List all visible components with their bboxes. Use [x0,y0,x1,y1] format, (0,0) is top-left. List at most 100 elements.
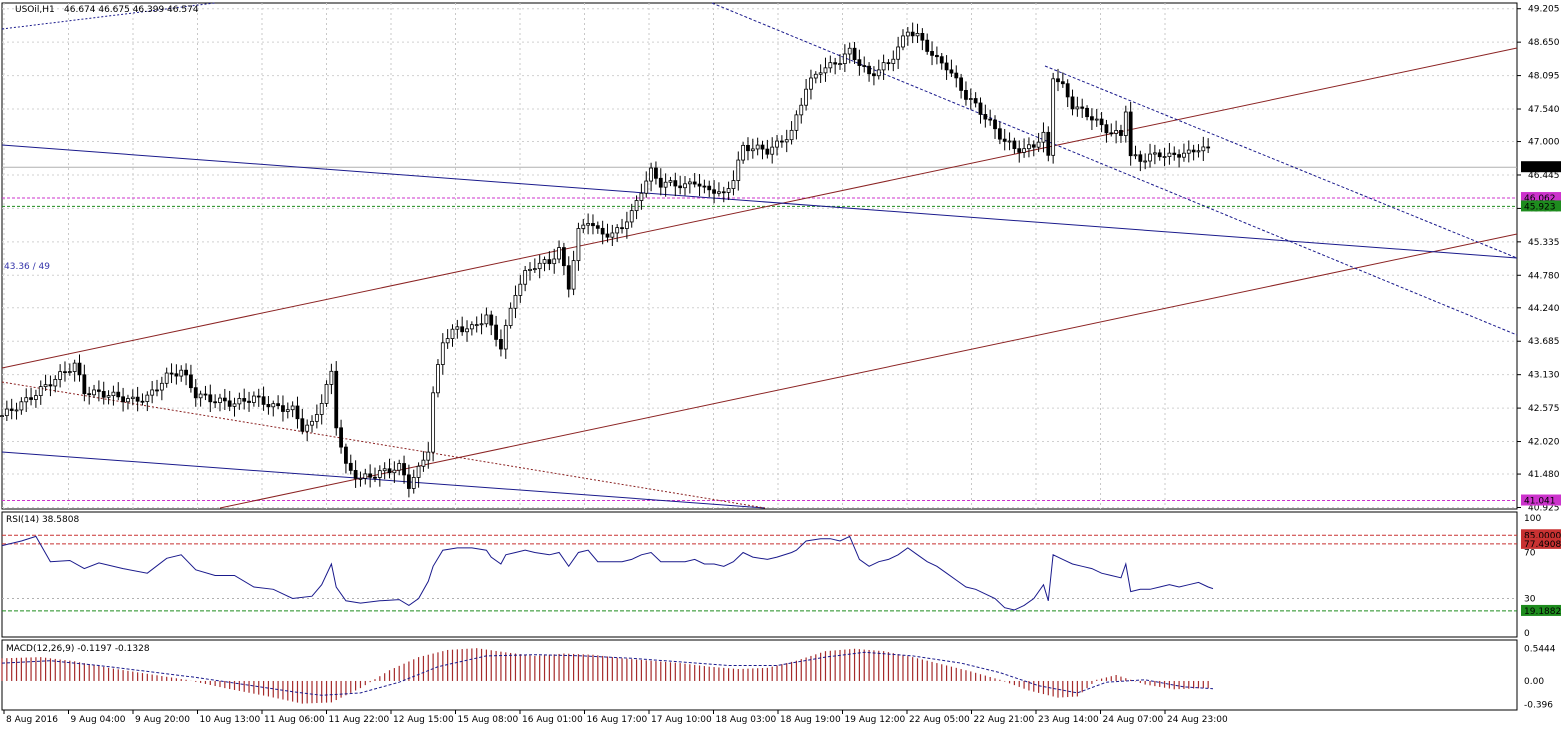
candle-body [1060,81,1065,85]
candle-body [1070,96,1075,110]
candle-body [344,446,348,464]
rsi-level-label: 19.1882 [1524,607,1561,617]
x-tick-label: 9 Aug 04:00 [71,715,126,725]
candle-body [1148,153,1152,162]
rsi-level-label: 85.0000 [1524,531,1561,541]
y-tick-label: 42.575 [1528,404,1560,414]
candle-body [978,102,983,115]
candle-body [387,468,392,474]
candle-body [1007,140,1012,143]
candle-body [678,185,683,189]
x-tick-label: 11 Aug 22:00 [329,715,390,725]
candle-body [673,180,678,187]
candle-body [867,65,871,75]
candle-body [256,395,261,398]
candle-body [184,369,188,376]
rsi-tick-label: 30 [1524,595,1536,605]
candle-body [842,53,847,65]
candle-body [702,185,707,188]
candle-body [1196,150,1201,153]
macd-series [1,648,1214,704]
candle-body [116,391,121,398]
candle-body [1128,111,1133,157]
candle-body [431,392,436,453]
candle-body [794,114,799,131]
price-marker-box [1521,494,1561,506]
candle-body [266,403,271,408]
price-panel-frame [1,2,1518,510]
candle-body [828,62,833,69]
candle-body [557,247,561,260]
candle-body [251,395,256,403]
candle-body [1041,131,1046,143]
candle-body [954,72,959,79]
candle-body [58,371,63,380]
candle-body [29,397,33,400]
candle-body [838,63,842,66]
candle-body [1201,146,1206,152]
candle-body [741,144,746,161]
candle-body [683,183,687,189]
candle-body [1022,148,1026,153]
candle-body [600,227,605,235]
candle-body [92,389,96,396]
candle-body [43,384,48,388]
candle-body [377,470,382,478]
candle-body [232,403,237,407]
candle-body [818,72,823,75]
candle-body [983,114,988,120]
candle-body [1172,152,1177,155]
x-tick-label: 16 Aug 01:00 [522,715,583,725]
x-tick-label: 11 Aug 06:00 [264,715,325,725]
candle-body [334,370,339,429]
x-tick-label: 23 Aug 14:00 [1038,715,1099,725]
candle-body [159,382,164,391]
macd-label: MACD(12,26,9) -0.1197 -0.1328 [6,644,150,654]
macd-tick-label: 0.5444 [1524,645,1556,655]
y-tick-label: 41.480 [1528,470,1560,480]
candle-body [1133,154,1138,157]
macd-panel-frame [1,639,1518,711]
candle-body [746,144,750,152]
candle-body [314,414,319,422]
candle-body [479,323,484,326]
candle-body [775,140,779,148]
candle-body [503,325,508,350]
y-tick-label: 44.240 [1528,304,1560,314]
candle-body [915,32,920,37]
candle-body [857,59,862,66]
candle-body [203,393,208,396]
x-tick-label: 9 Aug 20:00 [135,715,190,725]
candle-body [944,62,949,71]
candle-body [513,295,518,309]
candle-body [130,396,135,399]
candle-body [1090,116,1094,121]
price-marker-label: 46.062 [1524,194,1556,204]
candle-body [155,389,159,392]
candle-body [121,396,125,403]
x-tick-label: 18 Aug 03:00 [716,715,777,725]
candle-body [930,51,934,56]
candle-body [329,370,334,385]
candle-body [1085,107,1089,118]
x-tick-label: 24 Aug 07:00 [1103,715,1164,725]
candle-body [1182,152,1186,158]
candle-body [988,118,993,121]
candle-body [615,227,620,234]
candle-body [14,409,19,412]
y-tick-label: 47.000 [1528,138,1560,148]
candle-body [1152,152,1157,155]
candle-body [581,224,586,229]
candle-body [518,283,523,296]
y-tick-label: 43.130 [1528,371,1560,381]
candle-body [1012,140,1017,150]
candle-body [1094,118,1099,121]
candle-body [697,183,702,187]
price-marker-label: 46.574 [1524,163,1556,173]
candle-body [925,39,930,52]
candle-body [174,373,179,377]
rsi-level-box [1521,537,1561,549]
candle-body [649,167,653,182]
candle-body [150,389,155,396]
candle-body [402,463,406,476]
